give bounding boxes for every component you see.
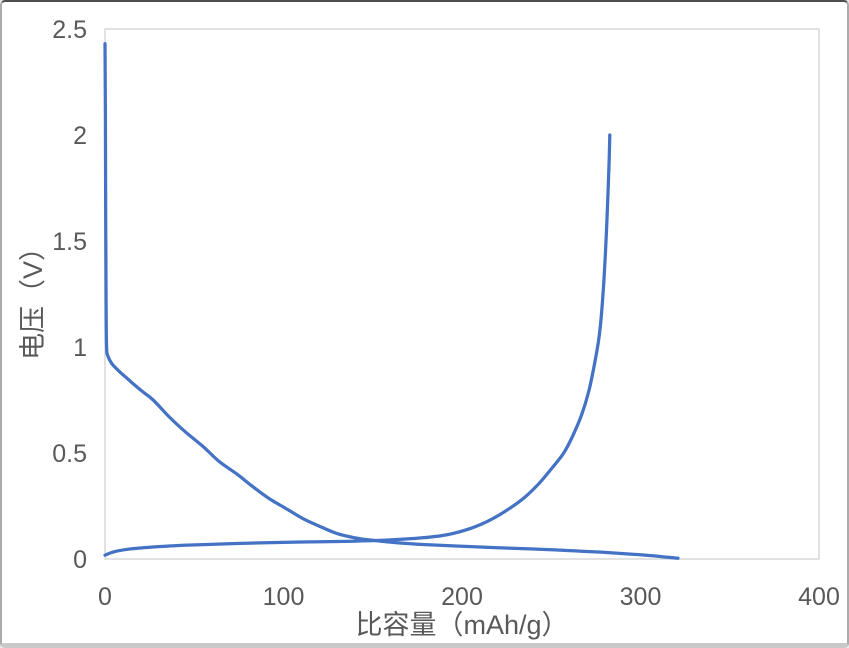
charge-curve	[103, 133, 612, 557]
y-tick-label: 0	[73, 546, 87, 574]
y-tick-label: 1	[73, 334, 87, 362]
x-tick-label: 400	[798, 583, 840, 611]
y-axis-title: 电压（V）	[18, 234, 48, 360]
x-tick-label: 300	[620, 583, 662, 611]
y-tick-label: 1.5	[52, 228, 87, 256]
series-layer	[103, 42, 680, 560]
x-tick-label: 200	[441, 583, 483, 611]
y-axis-tick-labels: 0 0.5 1 1.5 2 2.5	[52, 16, 87, 574]
x-axis-tick-labels: 0 100 200 300 400	[98, 583, 840, 611]
y-tick-label: 2.5	[52, 16, 87, 44]
discharge-curve	[103, 42, 680, 560]
y-tick-label: 0.5	[52, 440, 87, 468]
x-axis-title: 比容量（mAh/g）	[355, 610, 568, 640]
plot-layer	[104, 28, 820, 560]
plot-area	[104, 28, 820, 560]
x-tick-label: 0	[98, 583, 112, 611]
x-tick-label: 100	[263, 583, 305, 611]
y-tick-label: 2	[73, 122, 87, 150]
